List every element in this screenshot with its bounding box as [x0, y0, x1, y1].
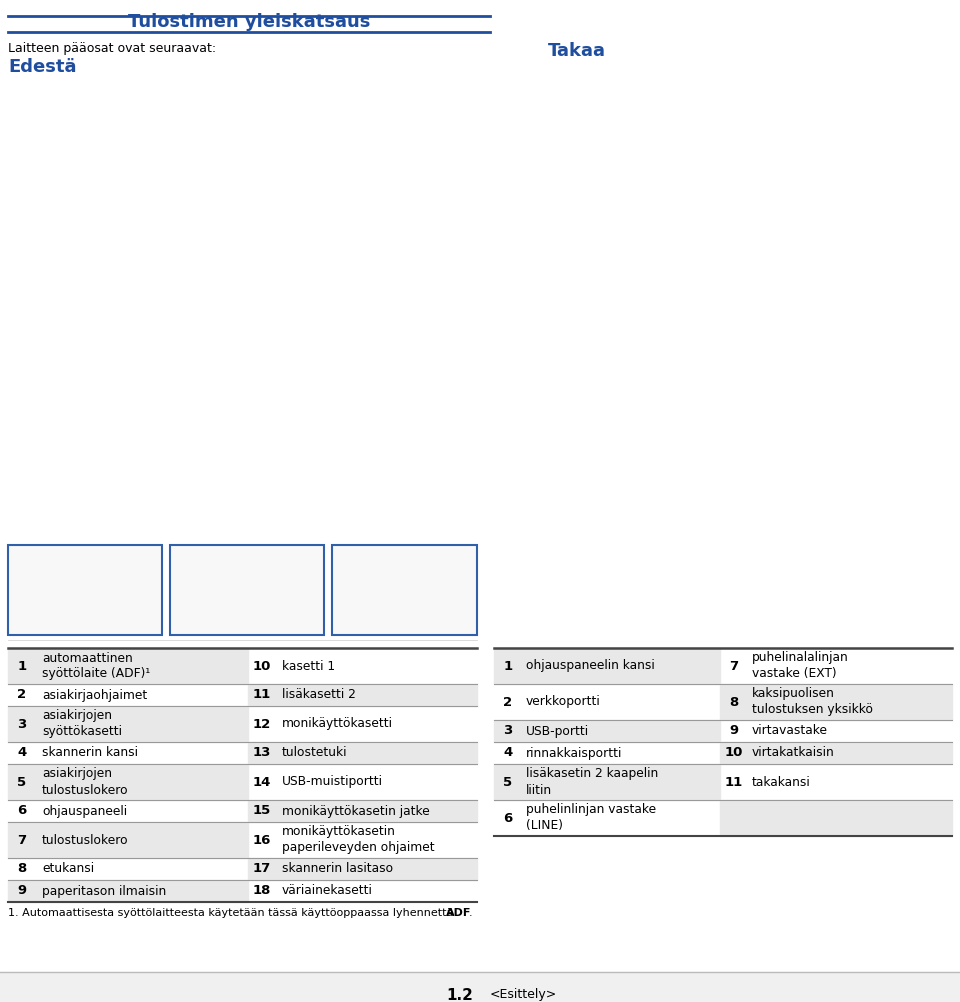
Text: takakansi: takakansi [752, 776, 811, 789]
Text: monikäyttökasetin
paperileveyden ohjaimet: monikäyttökasetin paperileveyden ohjaime… [282, 826, 435, 855]
Text: virtakatkaisin: virtakatkaisin [752, 746, 835, 760]
Text: 10: 10 [252, 659, 271, 672]
Text: monikäyttökasetti: monikäyttökasetti [282, 717, 393, 730]
Text: ohjauspaneelin kansi: ohjauspaneelin kansi [526, 659, 655, 672]
Text: asiakirjojen
syöttökasetti: asiakirjojen syöttökasetti [42, 709, 122, 738]
Text: 7: 7 [17, 834, 27, 847]
Polygon shape [8, 880, 248, 902]
Polygon shape [248, 742, 477, 764]
Text: .: . [469, 908, 472, 918]
Polygon shape [494, 648, 720, 684]
Text: automaattinen
syöttölaite (ADF)¹: automaattinen syöttölaite (ADF)¹ [42, 651, 151, 680]
Text: <Esittely>: <Esittely> [490, 988, 557, 1001]
Text: 9: 9 [17, 885, 27, 898]
Text: 7: 7 [730, 659, 738, 672]
Text: 4: 4 [17, 746, 27, 760]
Text: lisäkasetin 2 kaapelin
liitin: lisäkasetin 2 kaapelin liitin [526, 768, 659, 797]
Text: 15: 15 [252, 805, 271, 818]
Text: 16: 16 [252, 834, 271, 847]
Text: ohjauspaneeli: ohjauspaneeli [42, 805, 127, 818]
Text: 1: 1 [503, 659, 513, 672]
Text: 4: 4 [503, 746, 513, 760]
Text: 9: 9 [730, 724, 738, 737]
Text: verkkoportti: verkkoportti [526, 695, 601, 708]
Text: 17: 17 [252, 863, 271, 876]
Text: Tulostimen yleiskatsaus: Tulostimen yleiskatsaus [128, 13, 371, 31]
Text: tulostetuki: tulostetuki [282, 746, 348, 760]
Polygon shape [8, 706, 248, 742]
Text: 11: 11 [725, 776, 743, 789]
Text: 3: 3 [17, 717, 27, 730]
Text: 18: 18 [252, 885, 271, 898]
Bar [8, 545, 162, 635]
Text: 1.2: 1.2 [446, 988, 473, 1002]
Text: paperitason ilmaisin: paperitason ilmaisin [42, 885, 166, 898]
Text: 1. Automaattisesta syöttölaitteesta käytetään tässä käyttöoppaassa lyhennettä: 1. Automaattisesta syöttölaitteesta käyt… [8, 908, 457, 918]
Text: skannerin kansi: skannerin kansi [42, 746, 138, 760]
Text: 1: 1 [17, 659, 27, 672]
Polygon shape [248, 858, 477, 880]
Polygon shape [0, 972, 960, 1002]
Text: 10: 10 [725, 746, 743, 760]
Text: Takaa: Takaa [548, 42, 606, 60]
Text: puhelinlinjan vastake
(LINE): puhelinlinjan vastake (LINE) [526, 804, 656, 833]
Text: asiakirjaohjaimet: asiakirjaohjaimet [42, 688, 147, 701]
Text: Edestä: Edestä [8, 58, 77, 76]
Text: väriainekasetti: väriainekasetti [282, 885, 372, 898]
Text: tulostuslokero: tulostuslokero [42, 834, 129, 847]
Polygon shape [248, 684, 477, 706]
Text: USB-portti: USB-portti [526, 724, 589, 737]
Polygon shape [8, 764, 248, 800]
Polygon shape [8, 822, 248, 858]
Text: 14: 14 [252, 776, 271, 789]
Text: 5: 5 [503, 776, 513, 789]
Text: asiakirjojen
tulostuslokero: asiakirjojen tulostuslokero [42, 768, 129, 797]
Text: 8: 8 [17, 863, 27, 876]
Text: 6: 6 [17, 805, 27, 818]
Text: monikäyttökasetin jatke: monikäyttökasetin jatke [282, 805, 430, 818]
Text: 2: 2 [503, 695, 513, 708]
Polygon shape [720, 684, 952, 720]
Text: 2: 2 [17, 688, 27, 701]
Text: lisäkasetti 2: lisäkasetti 2 [282, 688, 356, 701]
Text: rinnakkaisportti: rinnakkaisportti [526, 746, 622, 760]
Text: 5: 5 [17, 776, 27, 789]
Text: skannerin lasitaso: skannerin lasitaso [282, 863, 394, 876]
Text: 11: 11 [252, 688, 271, 701]
Text: kasetti 1: kasetti 1 [282, 659, 335, 672]
Text: 6: 6 [503, 812, 513, 825]
Text: USB-muistiportti: USB-muistiportti [282, 776, 383, 789]
Text: virtavastake: virtavastake [752, 724, 828, 737]
Polygon shape [494, 720, 720, 742]
Polygon shape [494, 764, 720, 800]
Polygon shape [720, 742, 952, 764]
Text: puhelinalalinjan
vastake (EXT): puhelinalalinjan vastake (EXT) [752, 651, 849, 680]
Text: 13: 13 [252, 746, 271, 760]
Text: etukansi: etukansi [42, 863, 94, 876]
Text: Laitteen pääosat ovat seuraavat:: Laitteen pääosat ovat seuraavat: [8, 42, 216, 55]
Text: ADF: ADF [446, 908, 471, 918]
Text: 8: 8 [730, 695, 738, 708]
Polygon shape [248, 800, 477, 822]
Polygon shape [720, 800, 952, 836]
Text: 12: 12 [252, 717, 271, 730]
Bar [332, 545, 477, 635]
Bar [170, 545, 324, 635]
Polygon shape [8, 648, 248, 684]
Text: kaksipuolisen
tulostuksen yksikkö: kaksipuolisen tulostuksen yksikkö [752, 687, 873, 716]
Text: 3: 3 [503, 724, 513, 737]
